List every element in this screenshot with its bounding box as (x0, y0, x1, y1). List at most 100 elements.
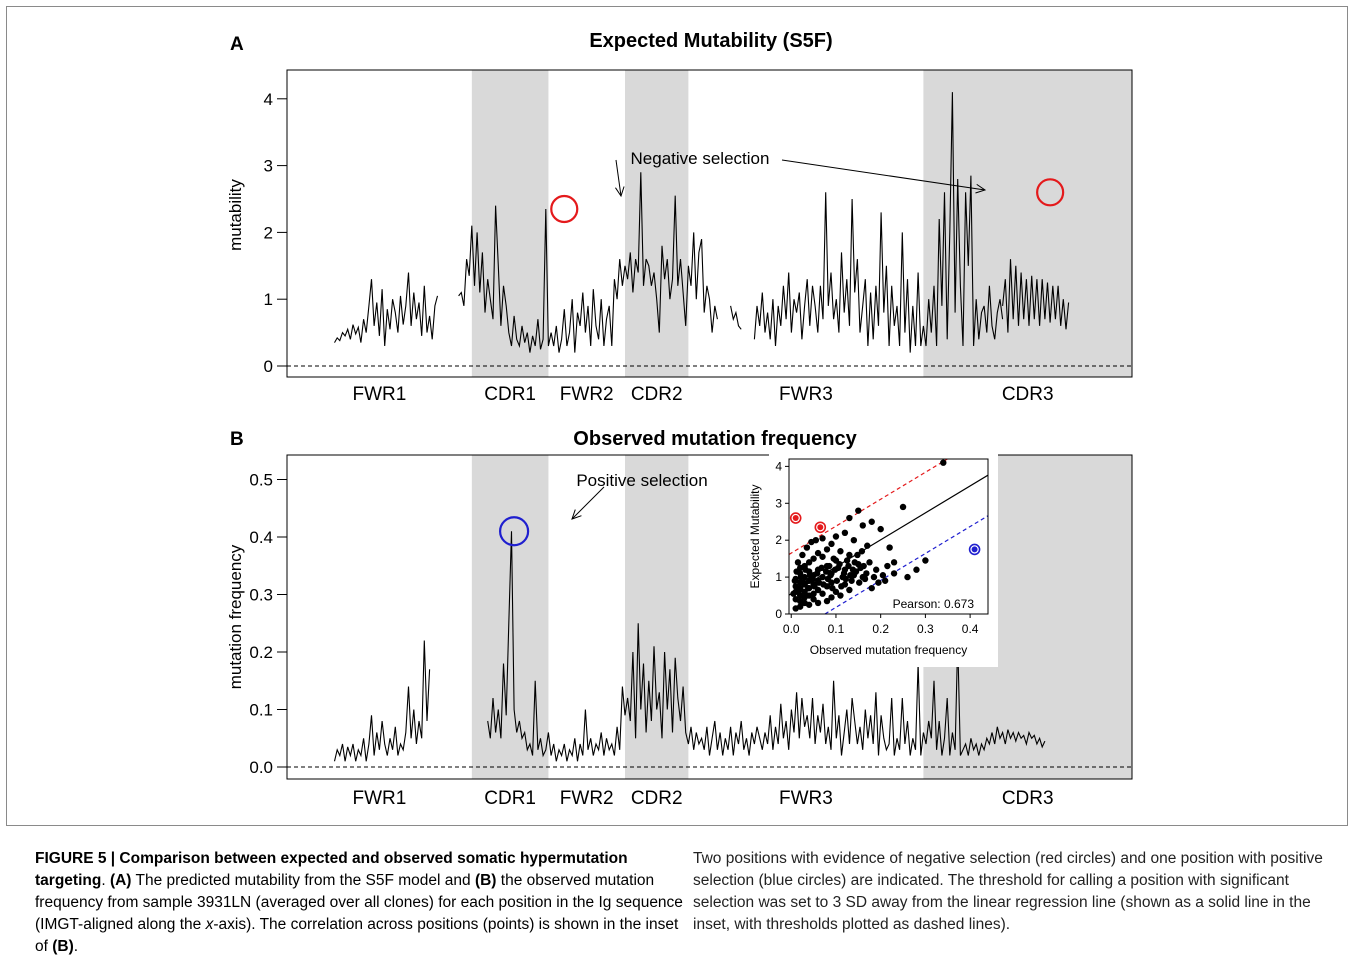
caption-ref-b2: (B) (52, 938, 74, 955)
scatter-point (863, 570, 870, 577)
positive-selection-inset-circle (968, 543, 981, 556)
scatter-point (864, 542, 871, 549)
caption-text-b: The predicted mutability from the S5F mo… (131, 872, 475, 889)
scatter-point (856, 579, 863, 586)
scatter-point (873, 566, 880, 573)
panel-b-title: Observed mutation frequency (573, 428, 857, 450)
scatter-point (822, 568, 830, 575)
scatter-point (884, 562, 891, 570)
scatter-point (819, 573, 826, 581)
scatter-point (814, 549, 822, 557)
inset-scatter: 0.0 0.1 0.2 0.3 0.4 0 1 2 3 4 Observed mutation fr… (748, 454, 998, 667)
region-label-cdr3: CDR3 (1002, 384, 1054, 405)
inset-y-tick-label: 4 (775, 459, 782, 473)
scatter-point (846, 551, 853, 559)
caption-text-a: . (101, 872, 110, 889)
scatter-point (826, 562, 833, 570)
scatter-point (904, 573, 911, 581)
region-label-fwr3: FWR3 (779, 788, 833, 809)
caption-text-d: -axis). The correlation across positions… (35, 916, 679, 955)
inset-y-tick-label: 1 (775, 570, 782, 584)
inset-x-tick-label: 0.0 (783, 622, 800, 636)
series-line-segment (333, 640, 431, 762)
scatter-point (913, 566, 920, 573)
caption-label: FIGURE 5 | Comparison between expected a… (35, 850, 628, 889)
region-label-fwr2: FWR2 (560, 788, 614, 809)
annotation-arrowhead (615, 186, 625, 198)
region-shade-cdr1 (471, 70, 549, 377)
scatter-point (823, 546, 831, 553)
scatter-point (811, 583, 818, 590)
region-label-fwr3: FWR3 (779, 384, 833, 405)
scatter-point (886, 544, 893, 551)
scatter-point (890, 559, 898, 566)
series-line-segment (334, 272, 439, 347)
y-tick-label: 1 (264, 290, 273, 309)
scatter-point (840, 570, 848, 577)
inset-y-tick-label: 3 (775, 496, 782, 510)
scatter-point (791, 577, 799, 584)
scatter-point (858, 548, 866, 555)
scatter-point (833, 577, 841, 584)
positive-selection-circle (498, 516, 530, 547)
scatter-point (846, 586, 853, 594)
scatter-point (797, 573, 805, 581)
y-tick-label: 0.4 (249, 528, 273, 547)
scatter-point (813, 570, 821, 577)
scatter-point (793, 568, 800, 575)
scatter-point (829, 584, 836, 592)
region-shade-cdr3 (923, 70, 1132, 377)
negative-selection-inset-point (792, 515, 799, 522)
negative-selection-inset-circle (814, 521, 827, 534)
scatter-point (801, 599, 808, 607)
scatter-point (831, 566, 839, 573)
inset-x-tick-label: 0.3 (917, 622, 934, 636)
region-shade-cdr1 (471, 455, 549, 779)
scatter-point (810, 555, 817, 562)
scatter-point (802, 566, 809, 573)
y-tick-label: 0.5 (249, 471, 273, 490)
scatter-point (848, 577, 855, 584)
inset-ylabel: Expected Mutability (748, 484, 762, 588)
caption-ref-b: (B) (474, 872, 497, 889)
region-shade-cdr2 (625, 70, 689, 377)
region-label-fwr1: FWR1 (353, 788, 407, 809)
scatter-point (868, 518, 875, 525)
scatter-point (823, 597, 831, 605)
y-tick-label: 0.0 (249, 758, 273, 777)
scatter-point (819, 535, 826, 542)
scatter-point (879, 572, 887, 579)
figure-caption-left: FIGURE 5 | Comparison between expected a… (35, 848, 695, 958)
scatter-point (881, 577, 889, 584)
scatter-point (837, 548, 844, 555)
negative-selection-inset-circle (789, 512, 802, 524)
scatter-point (843, 557, 851, 564)
scatter-point (805, 584, 812, 592)
scatter-point (850, 536, 858, 544)
scatter-point (877, 525, 884, 533)
scatter-point (870, 573, 878, 581)
annotation-arrowhead (571, 509, 582, 520)
scatter-point (890, 570, 898, 577)
scatter-point (837, 592, 844, 599)
scatter-point (851, 559, 858, 566)
inset-y-tick-label: 2 (775, 533, 782, 547)
panel-a-title: Expected Mutability (S5F) (589, 30, 832, 52)
scatter-point (809, 575, 816, 583)
scatter-point (861, 575, 869, 583)
panel-label-a: A (230, 34, 244, 55)
scatter-point (814, 599, 822, 607)
region-label-cdr2: CDR2 (631, 384, 683, 405)
scatter-point (828, 540, 835, 548)
series-line-segment (458, 172, 718, 353)
inset-x-tick-label: 0.4 (962, 622, 979, 636)
scatter-point (799, 551, 806, 559)
series-line-segment (1002, 259, 1070, 333)
series-line-segment (487, 531, 1046, 762)
scatter-point (810, 596, 817, 603)
selection-annotation: Positive selection (576, 471, 707, 490)
scatter-point (940, 459, 947, 466)
pearson-annotation: Pearson: 0.673 (893, 597, 975, 611)
caption-text-c: the observed mutation frequency from sam… (35, 872, 683, 933)
scatter-point (842, 575, 849, 583)
